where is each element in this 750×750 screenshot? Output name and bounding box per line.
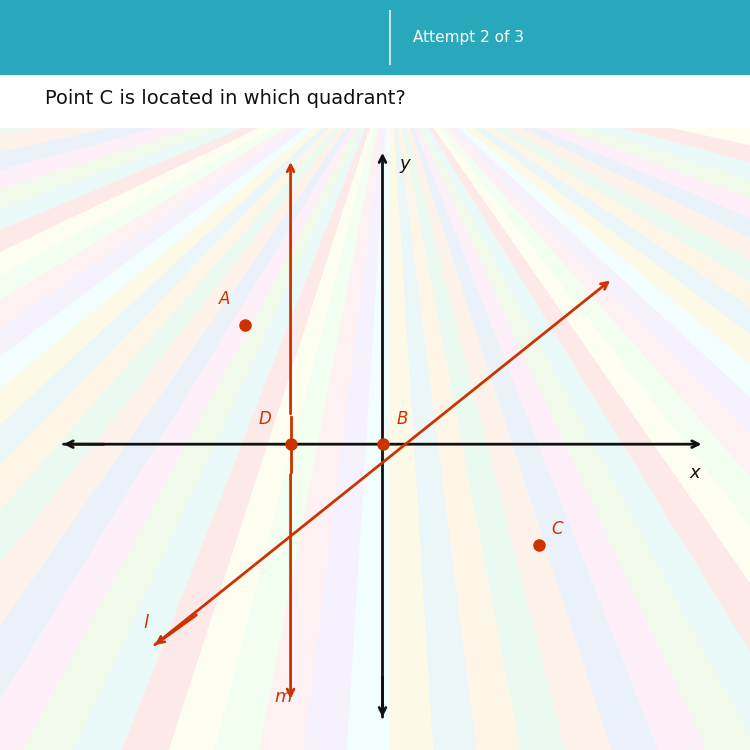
Polygon shape [0, 65, 390, 450]
Polygon shape [0, 65, 390, 631]
Polygon shape [0, 65, 390, 750]
Text: y: y [399, 154, 410, 172]
Polygon shape [0, 65, 390, 750]
Polygon shape [0, 65, 390, 512]
Polygon shape [233, 65, 390, 750]
Polygon shape [390, 65, 750, 631]
Polygon shape [0, 65, 390, 750]
Polygon shape [0, 65, 390, 688]
Polygon shape [390, 65, 750, 196]
Polygon shape [78, 65, 390, 750]
Polygon shape [311, 65, 390, 750]
Text: Attempt 2 of 3: Attempt 2 of 3 [413, 30, 524, 45]
Polygon shape [0, 65, 390, 743]
Polygon shape [0, 65, 390, 750]
Polygon shape [0, 65, 390, 750]
Polygon shape [0, 65, 390, 750]
Polygon shape [0, 65, 390, 260]
Text: D: D [259, 410, 272, 428]
Polygon shape [0, 65, 390, 750]
Polygon shape [390, 65, 750, 743]
Polygon shape [390, 65, 750, 750]
Polygon shape [390, 65, 469, 750]
Polygon shape [0, 65, 390, 750]
Polygon shape [390, 65, 750, 450]
Polygon shape [390, 65, 750, 750]
Polygon shape [0, 65, 390, 750]
Polygon shape [0, 65, 390, 750]
Polygon shape [390, 65, 750, 750]
Polygon shape [390, 65, 750, 750]
Text: l: l [143, 614, 148, 632]
Polygon shape [390, 65, 750, 388]
Polygon shape [0, 65, 390, 572]
Text: x: x [689, 464, 700, 482]
Polygon shape [390, 65, 702, 750]
Text: C: C [551, 520, 563, 538]
Polygon shape [0, 65, 390, 324]
Polygon shape [2, 65, 390, 750]
Polygon shape [390, 65, 750, 324]
Polygon shape [390, 65, 750, 750]
Polygon shape [0, 65, 390, 750]
Polygon shape [390, 65, 750, 750]
Polygon shape [0, 65, 390, 750]
Text: m: m [274, 688, 292, 706]
Polygon shape [390, 65, 750, 572]
Polygon shape [390, 65, 750, 750]
Polygon shape [390, 65, 750, 750]
Polygon shape [390, 65, 750, 512]
Polygon shape [0, 65, 390, 750]
Polygon shape [390, 65, 750, 750]
Text: B: B [397, 410, 409, 428]
Polygon shape [390, 65, 750, 750]
Text: Point C is located in which quadrant?: Point C is located in which quadrant? [45, 89, 406, 108]
Polygon shape [0, 65, 390, 388]
Polygon shape [155, 65, 390, 750]
Polygon shape [390, 65, 750, 750]
Polygon shape [0, 65, 390, 130]
Polygon shape [390, 65, 750, 260]
Polygon shape [390, 65, 625, 750]
Polygon shape [390, 65, 750, 750]
Polygon shape [390, 65, 750, 130]
Polygon shape [390, 65, 547, 750]
Polygon shape [0, 65, 390, 750]
Polygon shape [390, 65, 750, 750]
Polygon shape [0, 65, 390, 196]
Polygon shape [390, 65, 750, 688]
Polygon shape [390, 65, 750, 750]
Text: A: A [219, 290, 230, 308]
Polygon shape [390, 65, 750, 750]
